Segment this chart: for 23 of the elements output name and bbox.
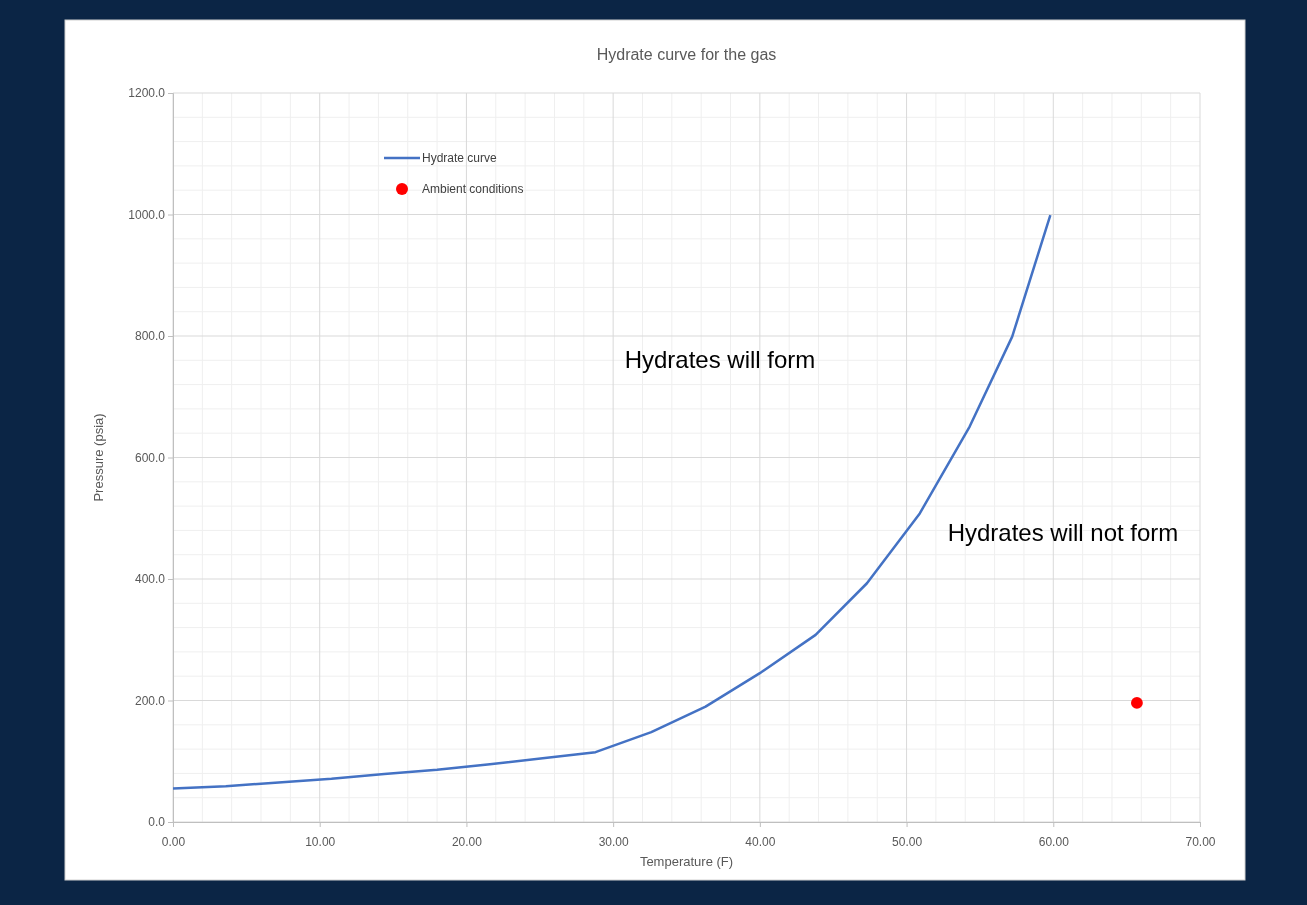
y-tick-label: 400.0 <box>134 572 166 587</box>
x-tick-label: 20.00 <box>451 834 483 849</box>
x-tick-label: 70.00 <box>1185 834 1216 849</box>
y-tick-label: 200.0 <box>134 693 166 708</box>
y-tick-label: 1200.0 <box>128 86 166 101</box>
x-tick-label: 30.00 <box>598 834 629 849</box>
y-tick-label: 600.0 <box>134 450 166 465</box>
y-tick-label: 1000.0 <box>128 207 166 222</box>
chart-title: Hydrate curve for the gas <box>596 46 777 63</box>
x-tick-label: 40.00 <box>745 834 776 849</box>
x-tick-label: 60.00 <box>1038 834 1070 849</box>
x-tick-label: 10.00 <box>305 834 336 849</box>
y-axis-title: Pressure (psia) <box>91 413 106 502</box>
annotation: Hydrates will form <box>624 346 816 373</box>
line-series <box>171 213 1052 790</box>
x-axis-title: Temperature (F) <box>639 854 734 869</box>
x-tick-label: 0.00 <box>161 834 186 849</box>
annotation: Hydrates will not form <box>947 519 1179 546</box>
legend-label: Ambient conditions <box>422 182 524 197</box>
legend-label: Hydrate curve <box>422 151 498 166</box>
y-tick-label: 800.0 <box>134 329 166 344</box>
y-tick-label: 0.0 <box>148 815 166 830</box>
x-tick-label: 50.00 <box>892 834 923 849</box>
